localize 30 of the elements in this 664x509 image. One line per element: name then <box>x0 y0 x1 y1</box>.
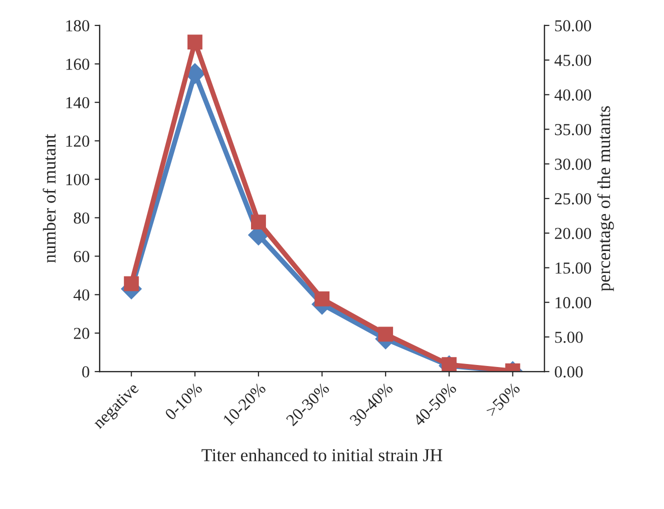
y-tick-label: 40 <box>74 289 90 301</box>
y2-tick-label: 25.00 <box>554 193 592 205</box>
x-axis-title: Titer enhanced to initial strain JH <box>202 448 442 462</box>
y2-tick-label: 50.00 <box>555 20 592 32</box>
y2-tick-label: 30.00 <box>555 158 592 170</box>
y-tick-label: 120 <box>66 136 90 147</box>
y-tick-label: 140 <box>66 97 90 108</box>
point <box>378 326 394 342</box>
y2-tick-label: 10.00 <box>556 297 592 308</box>
y2-axis-title: percentage of the mutants <box>597 106 614 292</box>
y2-tick-label: 15.00 <box>556 262 592 274</box>
y-tick-label: 0 <box>82 366 90 378</box>
y-tick-label: 20 <box>74 328 90 340</box>
point <box>187 34 202 50</box>
y2-tick-label: 20.00 <box>554 228 592 240</box>
point <box>314 291 330 306</box>
point <box>251 214 266 230</box>
y-tick-label: 160 <box>66 58 90 70</box>
y2-tick-label: 5.00 <box>555 332 583 343</box>
y2-tick-label: 45.00 <box>554 54 592 66</box>
y2-tick-label: 40.00 <box>554 89 592 101</box>
y2-tick-label: 0.00 <box>554 366 583 378</box>
y-tick-label: 60 <box>74 250 90 262</box>
y-tick-label: 100 <box>66 174 90 186</box>
y-axis-title: number of mutant <box>42 134 56 263</box>
y2-tick-label: 35.00 <box>555 124 592 136</box>
y-tick-label: 80 <box>74 212 90 224</box>
point <box>124 276 139 292</box>
point <box>442 357 457 372</box>
y-tick-label: 180 <box>66 20 90 32</box>
